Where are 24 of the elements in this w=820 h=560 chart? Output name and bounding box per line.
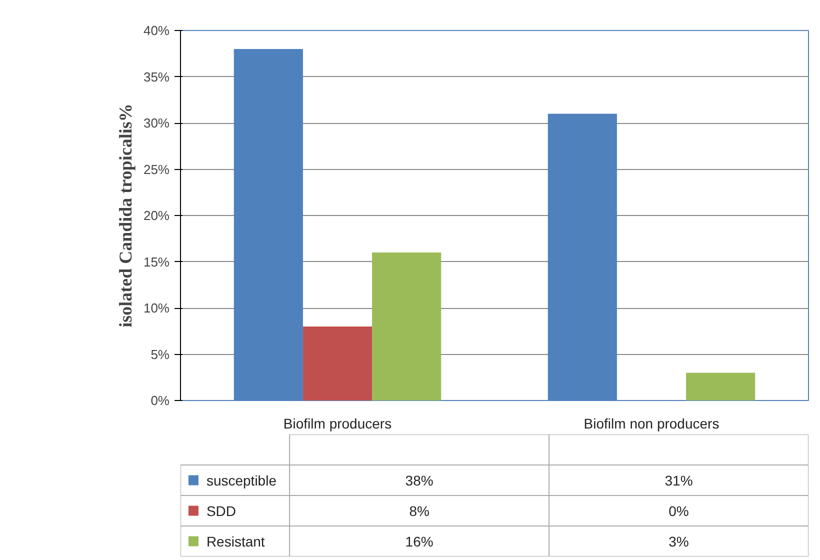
y-tick-label: 5% — [150, 346, 170, 362]
y-tick-label: 25% — [143, 162, 170, 177]
legend-label: Resistant — [206, 533, 265, 550]
y-axis-title: isolated Candida tropicalis% — [115, 104, 136, 328]
x-tick-label: Biofilm non producers — [584, 416, 720, 432]
y-tick-label: 40% — [143, 23, 170, 38]
y-tick-label: 20% — [143, 208, 170, 223]
bar — [686, 372, 756, 400]
data-label: 38% — [405, 472, 434, 488]
y-tick-label: 35% — [143, 69, 170, 84]
data-label: 8% — [409, 502, 430, 519]
y-tick-label: 0% — [150, 393, 170, 408]
bar — [372, 252, 442, 400]
data-label: 31% — [664, 472, 693, 488]
y-tick-label: 30% — [143, 116, 170, 130]
legend-label: susceptible — [206, 472, 277, 488]
y-tick-label: 10% — [143, 300, 170, 316]
y-tick-label: 15% — [143, 254, 170, 270]
data-label: 0% — [668, 502, 689, 519]
bar — [302, 326, 372, 400]
data-label: 16% — [405, 533, 434, 550]
legend-label: SDD — [206, 502, 236, 519]
x-tick-label: Biofilm producers — [283, 416, 392, 432]
data-label: 3% — [668, 533, 689, 550]
